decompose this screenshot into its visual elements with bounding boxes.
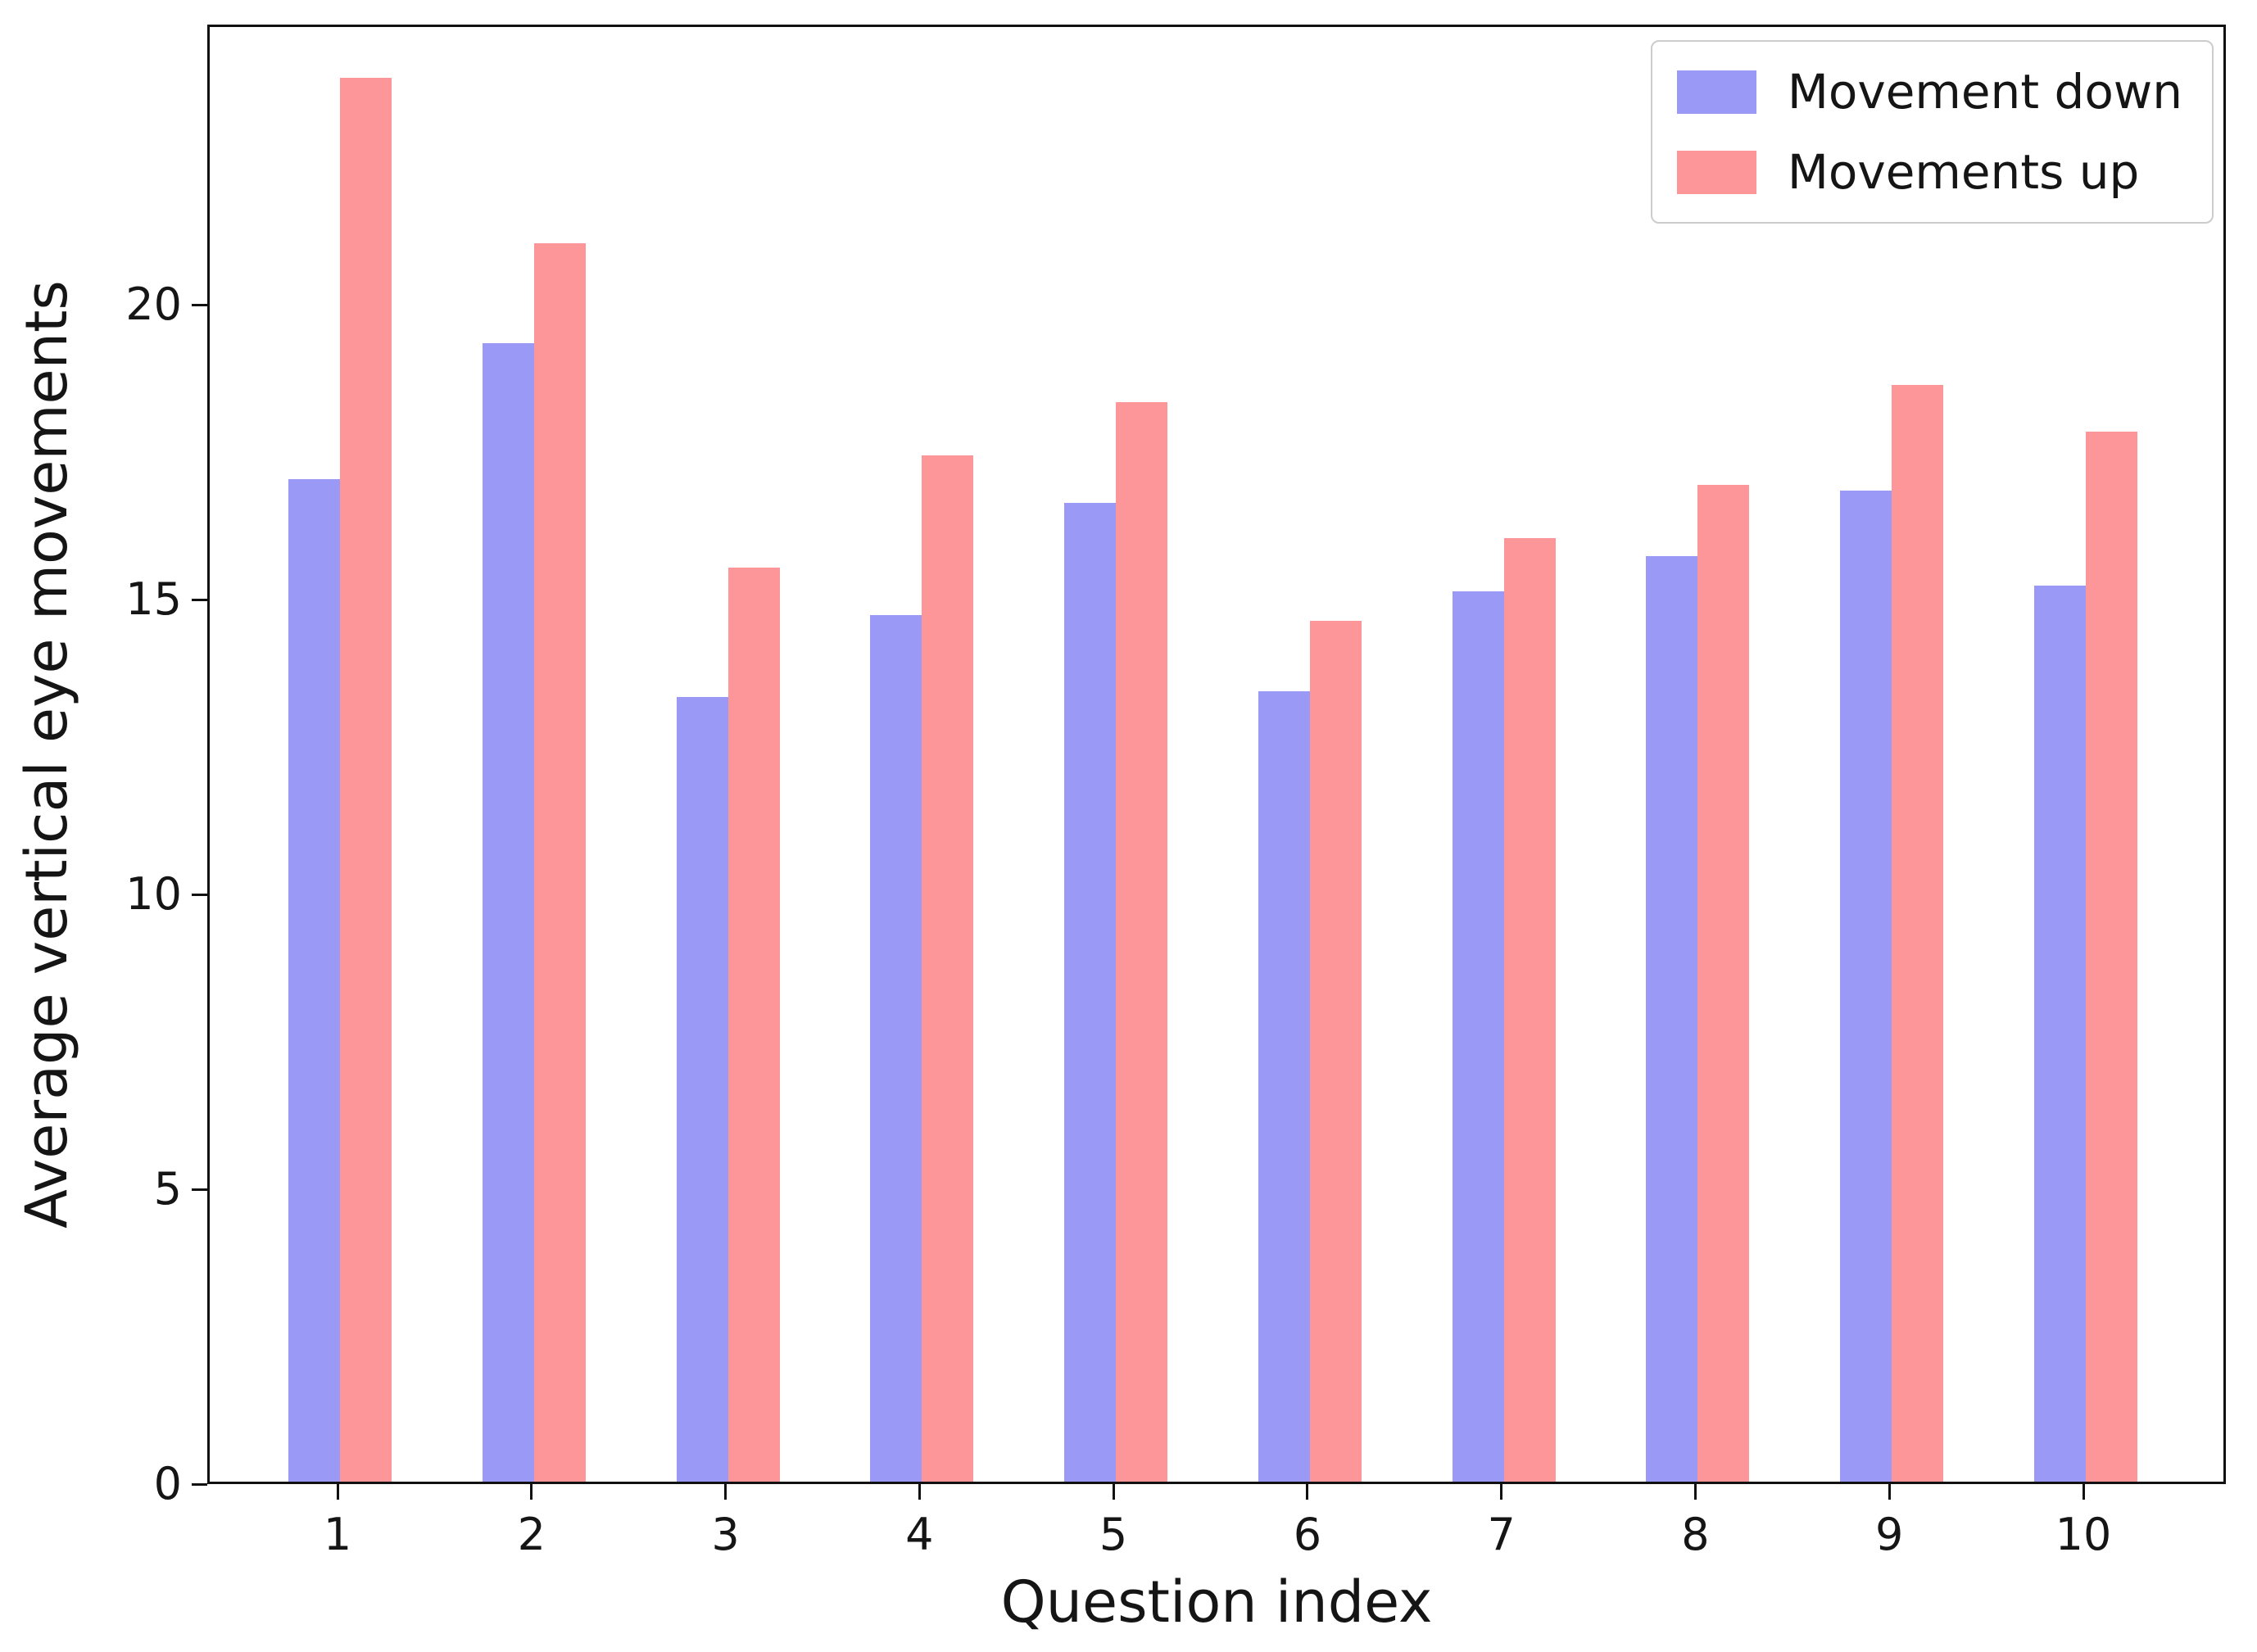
y-tick-mark-10 — [192, 893, 207, 896]
y-tick-label-5: 5 — [153, 1163, 182, 1215]
y-tick-label-10: 10 — [125, 868, 182, 920]
x-tick-mark-3 — [724, 1484, 727, 1500]
bar-movement-down-q4 — [870, 615, 922, 1482]
bar-movements-up-q7 — [1503, 538, 1556, 1482]
x-tick-label-8: 8 — [1681, 1509, 1710, 1560]
x-tick-mark-7 — [1500, 1484, 1503, 1500]
bar-movements-up-q2 — [533, 243, 586, 1482]
x-tick-label-3: 3 — [711, 1509, 740, 1560]
x-tick-label-5: 5 — [1099, 1509, 1128, 1560]
bar-movements-up-q10 — [2086, 432, 2138, 1482]
bar-movements-up-q9 — [1892, 385, 1944, 1482]
plot-area: Movement down Movements up — [207, 25, 2226, 1484]
legend-item-movement-down: Movement down — [1676, 64, 2182, 120]
x-tick-label-6: 6 — [1293, 1509, 1322, 1560]
bar-movement-down-q2 — [482, 343, 534, 1482]
bar-movements-up-q3 — [727, 568, 780, 1482]
bar-movements-up-q1 — [340, 78, 392, 1482]
x-tick-mark-5 — [1112, 1484, 1115, 1500]
bar-movement-down-q8 — [1646, 556, 1698, 1482]
y-tick-mark-5 — [192, 1188, 207, 1191]
x-tick-label-4: 4 — [905, 1509, 934, 1560]
x-tick-mark-6 — [1306, 1484, 1309, 1500]
y-tick-mark-15 — [192, 598, 207, 601]
x-tick-mark-2 — [530, 1484, 533, 1500]
legend-label-movements-up: Movements up — [1787, 144, 2140, 200]
x-tick-mark-10 — [2082, 1484, 2085, 1500]
y-tick-label-20: 20 — [125, 278, 182, 330]
bar-movements-up-q6 — [1309, 621, 1362, 1482]
x-tick-mark-4 — [918, 1484, 921, 1500]
legend-swatch-movement-down — [1676, 70, 1756, 114]
bar-movements-up-q5 — [1116, 402, 1168, 1482]
y-axis-label: Average vertical eye movements — [13, 280, 80, 1229]
bar-movements-up-q8 — [1697, 485, 1750, 1482]
bar-movement-down-q7 — [1452, 591, 1504, 1482]
y-tick-label-0: 0 — [153, 1458, 182, 1509]
x-tick-mark-1 — [336, 1484, 339, 1500]
bar-movement-down-q9 — [1840, 491, 1892, 1482]
y-tick-label-15: 15 — [125, 573, 182, 625]
y-tick-mark-0 — [192, 1482, 207, 1486]
bar-movements-up-q4 — [922, 455, 974, 1482]
x-tick-label-7: 7 — [1487, 1509, 1516, 1560]
bar-movement-down-q10 — [2034, 586, 2087, 1482]
x-tick-mark-9 — [1888, 1484, 1891, 1500]
x-axis-label: Question index — [1000, 1568, 1433, 1636]
legend: Movement down Movements up — [1650, 40, 2214, 224]
legend-swatch-movements-up — [1676, 150, 1756, 194]
y-tick-mark-20 — [192, 303, 207, 306]
x-tick-label-1: 1 — [323, 1509, 352, 1560]
legend-label-movement-down: Movement down — [1787, 64, 2182, 120]
x-tick-label-2: 2 — [517, 1509, 546, 1560]
legend-item-movements-up: Movements up — [1676, 144, 2182, 200]
x-tick-label-9: 9 — [1875, 1509, 1904, 1560]
x-tick-mark-8 — [1693, 1484, 1697, 1500]
x-tick-label-10: 10 — [2055, 1509, 2112, 1560]
bar-movement-down-q5 — [1064, 503, 1117, 1482]
bar-movement-down-q6 — [1258, 691, 1310, 1482]
bar-movement-down-q1 — [288, 479, 340, 1482]
bar-movement-down-q3 — [676, 697, 728, 1482]
